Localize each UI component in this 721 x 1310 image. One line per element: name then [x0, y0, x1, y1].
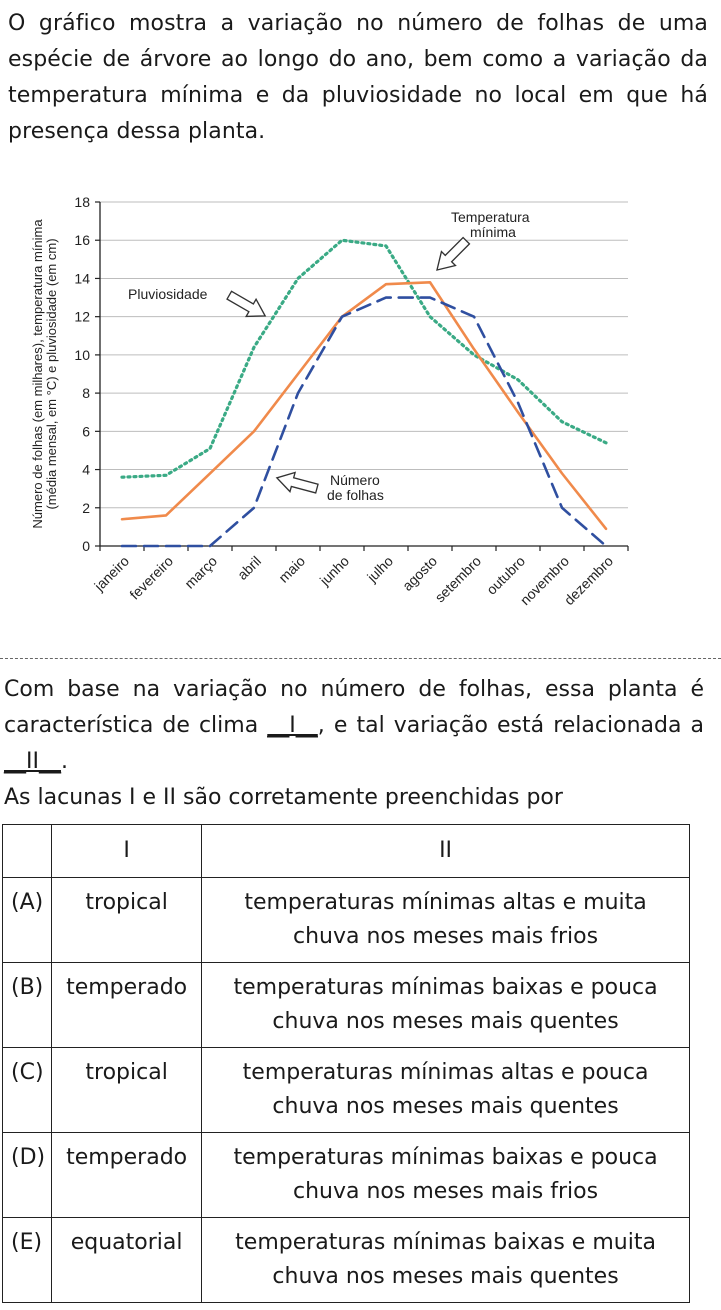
- option-letter: (C): [1, 1047, 53, 1133]
- y-tick-label: 12: [74, 309, 90, 325]
- option-cause-line2: chuva nos meses mais frios: [293, 1179, 599, 1204]
- x-tick-label: janeiro: [90, 553, 132, 595]
- option-cause-line1: temperaturas mínimas altas e muita: [244, 890, 647, 915]
- option-letter: (E): [1, 1217, 53, 1303]
- x-tick-label: junho: [316, 553, 352, 589]
- x-tick-label: agosto: [399, 553, 440, 594]
- option-cause: temperaturas mínimas baixas e muita chuva…: [201, 1217, 690, 1303]
- gridlines: [100, 201, 628, 509]
- legend-folhas-line2: de folhas: [327, 487, 384, 503]
- legend-temperatura-line2: mínima: [470, 224, 516, 240]
- table-header-row: I II: [1, 824, 690, 878]
- x-tick-label: fevereiro: [126, 553, 176, 603]
- blank-II: __II__: [4, 749, 61, 774]
- option-letter: (D): [1, 1132, 53, 1218]
- option-cause-line1: temperaturas mínimas baixas e pouca: [233, 975, 658, 1000]
- y-tick-label: 14: [74, 270, 90, 286]
- question-text-end: .: [60, 749, 68, 774]
- y-tick-label: 6: [82, 423, 90, 439]
- x-tick-label: abril: [234, 553, 264, 583]
- dashed-divider: [0, 658, 721, 659]
- question-block: Com base na variação no número de folhas…: [4, 672, 704, 816]
- option-row-c[interactable]: (C) tropical temperaturas mínimas altas …: [1, 1047, 690, 1133]
- blank-I: __I__: [267, 713, 318, 738]
- series-line-temperatura: [120, 280, 608, 531]
- option-row-a[interactable]: (A) tropical temperaturas mínimas altas …: [1, 877, 690, 963]
- line-chart: Número de folhas (em milhares), temperat…: [30, 194, 629, 608]
- option-climate: temperado: [51, 962, 203, 1048]
- question-prompt: As lacunas I e II são corretamente preen…: [4, 785, 563, 810]
- series-line-pluviosidade: [120, 238, 608, 479]
- y-tick-label: 2: [82, 500, 90, 516]
- option-cause: temperaturas mínimas altas e muita chuva …: [201, 877, 690, 963]
- option-row-d[interactable]: (D) temperado temperaturas mínimas baixa…: [1, 1132, 690, 1218]
- question-text-part1: Com base na variação no número de folhas…: [4, 677, 704, 738]
- y-axis-label-line1: Número de folhas (em milhares), temperat…: [30, 219, 45, 529]
- table-header-I: I: [51, 824, 203, 878]
- question-sentence: Com base na variação no número de folhas…: [4, 672, 704, 780]
- arrow-folhas-icon: [275, 471, 319, 494]
- question-text-part2: , e tal variação está relacionada a: [317, 713, 705, 738]
- option-cause-line2: chuva nos meses mais quentes: [272, 1009, 619, 1034]
- option-cause: temperaturas mínimas baixas e pouca chuva…: [201, 1132, 690, 1218]
- y-axis-label-line2: (média mensal, em °C) e pluviosidade (em…: [44, 238, 59, 509]
- option-climate: temperado: [51, 1132, 203, 1218]
- answer-options-table: I II (A) tropical temperaturas mínimas a…: [1, 824, 690, 1303]
- table-header-letter: [1, 824, 53, 878]
- option-cause-line1: temperaturas mínimas baixas e muita: [235, 1230, 656, 1255]
- option-row-b[interactable]: (B) temperado temperaturas mínimas baixa…: [1, 962, 690, 1048]
- option-letter: (B): [1, 962, 53, 1048]
- option-cause-line1: temperaturas mínimas baixas e pouca: [233, 1145, 658, 1170]
- legend-pluviosidade: Pluviosidade: [128, 286, 208, 302]
- option-climate: tropical: [51, 877, 203, 963]
- intro-text-block: O gráfico mostra a variação no número de…: [8, 6, 708, 150]
- x-tick-label: maio: [275, 553, 308, 586]
- arrow-temperatura-icon: [436, 236, 471, 271]
- x-tick-label: março: [181, 553, 220, 592]
- option-letter: (A): [1, 877, 53, 963]
- chart-container: Número de folhas (em milhares), temperat…: [0, 180, 721, 650]
- option-cause: temperaturas mínimas baixas e pouca chuva…: [201, 962, 690, 1048]
- series-lines: [120, 238, 608, 548]
- y-tick-label: 18: [74, 194, 90, 210]
- option-climate: equatorial: [51, 1217, 203, 1303]
- y-tick-label: 0: [82, 538, 90, 554]
- arrow-pluviosidade-icon: [226, 290, 267, 318]
- option-climate: tropical: [51, 1047, 203, 1133]
- annotations: Pluviosidade Temperatura mínima Número d…: [128, 209, 530, 503]
- option-row-e[interactable]: (E) equatorial temperaturas mínimas baix…: [1, 1217, 690, 1303]
- series-line-folhas: [120, 296, 608, 548]
- option-cause-line1: temperaturas mínimas altas e pouca: [242, 1060, 649, 1085]
- intro-paragraph: O gráfico mostra a variação no número de…: [8, 11, 708, 144]
- option-cause-line2: chuva nos meses mais quentes: [272, 1094, 619, 1119]
- legend-folhas-line1: Número: [330, 472, 380, 488]
- y-tick-label: 10: [74, 347, 90, 363]
- y-tick-label: 16: [74, 232, 90, 248]
- x-tick-label: julho: [363, 553, 396, 586]
- y-tick-label: 4: [82, 462, 90, 478]
- legend-temperatura-line1: Temperatura: [451, 209, 530, 225]
- option-cause-line2: chuva nos meses mais frios: [293, 924, 599, 949]
- option-cause: temperaturas mínimas altas e pouca chuva …: [201, 1047, 690, 1133]
- x-tick-label: dezembro: [561, 553, 616, 608]
- option-cause-line2: chuva nos meses mais quentes: [272, 1264, 619, 1289]
- table-header-II: II: [201, 824, 690, 878]
- y-tick-label: 8: [82, 385, 90, 401]
- x-tick-label: setembro: [432, 553, 485, 606]
